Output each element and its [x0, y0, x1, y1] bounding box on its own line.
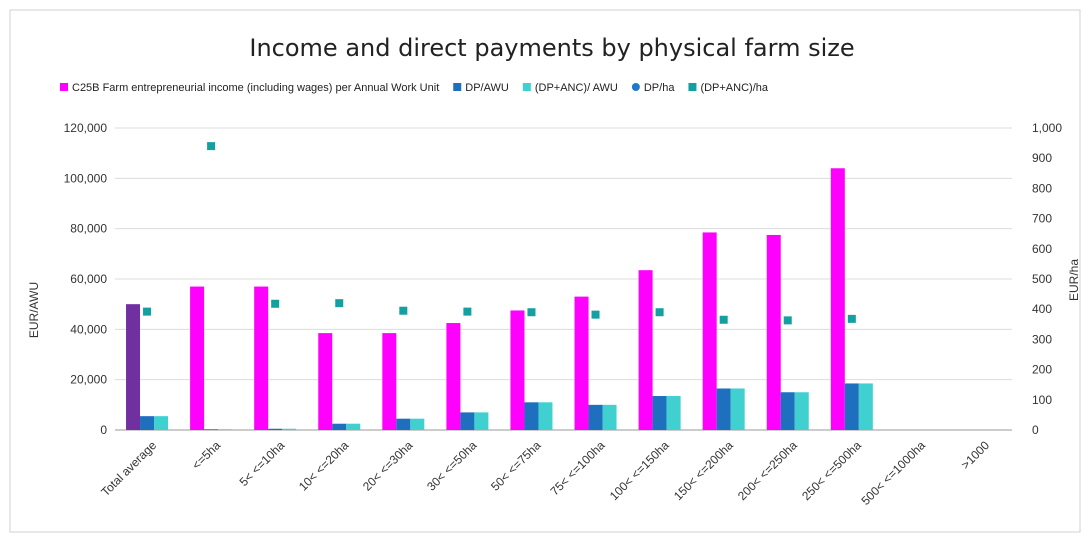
bar-s2-c0 — [154, 416, 169, 430]
y-tick-label: 60,000 — [70, 272, 107, 286]
y-tick-label: 0 — [100, 423, 107, 437]
bar-s2-c8 — [666, 396, 681, 430]
chart-border — [9, 9, 1081, 533]
y2-tick-label: 800 — [1032, 181, 1052, 195]
bars — [126, 168, 873, 430]
bar-s0-c2 — [254, 286, 269, 430]
y-tick-label: 100,000 — [64, 171, 108, 185]
y2-axis-ticks: 0 100 200 300 400 500 600 700 800 900 1,000 — [1032, 121, 1062, 437]
bar-s1-c10 — [780, 392, 795, 430]
bar-s0-c9 — [702, 232, 717, 430]
y-tick-label: 40,000 — [70, 322, 107, 336]
y2-tick-label: 900 — [1032, 151, 1052, 165]
bar-s2-c11 — [858, 383, 873, 430]
bar-s1-c6 — [524, 402, 539, 430]
y2-tick-label: 300 — [1032, 332, 1052, 346]
legend-marker-1 — [453, 83, 462, 91]
bar-s0-c8 — [638, 270, 653, 430]
marker-s4-c0 — [143, 307, 152, 316]
bar-s1-c5 — [460, 412, 475, 430]
legend-marker-3 — [631, 83, 640, 91]
y2-tick-label: 1,000 — [1032, 121, 1062, 135]
legend-label-2: (DP+ANC)/ AWU — [535, 82, 618, 94]
bar-s0-c1 — [190, 286, 205, 430]
legend-marker-4 — [688, 83, 697, 91]
bar-s2-c9 — [730, 388, 745, 430]
y2-tick-label: 400 — [1032, 302, 1052, 316]
chart-title: Income and direct payments by physical f… — [249, 34, 854, 62]
bar-s2-c3 — [346, 423, 361, 430]
bar-s1-c9 — [716, 388, 731, 430]
marker-s4-c1 — [207, 142, 216, 151]
y2-axis-label: EUR/ha — [1067, 259, 1081, 301]
bar-s0-c11 — [830, 168, 845, 430]
legend-label-1: DP/AWU — [465, 82, 509, 94]
marker-s4-c3 — [335, 299, 344, 308]
y-axis-label: EUR/AWU — [27, 282, 41, 338]
marker-s4-c4 — [399, 306, 408, 315]
marker-s4-c7 — [591, 310, 600, 319]
bar-s2-c1 — [218, 429, 233, 430]
bar-s1-c7 — [588, 404, 603, 430]
marker-s4-c9 — [719, 315, 728, 324]
y-tick-label: 80,000 — [70, 222, 107, 236]
bar-s2-c6 — [538, 402, 553, 430]
y2-tick-label: 700 — [1032, 212, 1052, 226]
y2-tick-label: 500 — [1032, 272, 1052, 286]
legend: C25B Farm entrepreneurial income (includ… — [60, 82, 769, 94]
y2-tick-label: 200 — [1032, 363, 1052, 377]
bar-s2-c10 — [794, 392, 809, 430]
bar-s1-c1 — [204, 429, 219, 430]
bar-s2-c7 — [602, 404, 617, 430]
bar-s1-c8 — [652, 396, 667, 430]
bar-s0-c0 — [126, 304, 141, 430]
markers — [143, 142, 856, 325]
marker-s4-c5 — [463, 307, 472, 316]
legend-label-0: C25B Farm entrepreneurial income (includ… — [72, 82, 439, 94]
bar-s1-c3 — [332, 423, 347, 430]
bar-s0-c3 — [318, 333, 333, 430]
legend-label-4: (DP+ANC)/ha — [700, 82, 768, 94]
y-tick-label: 20,000 — [70, 373, 107, 387]
legend-label-3: DP/ha — [644, 82, 675, 94]
bar-s0-c6 — [510, 310, 525, 430]
y2-tick-label: 100 — [1032, 393, 1052, 407]
y2-tick-label: 0 — [1032, 423, 1039, 437]
bar-s2-c5 — [474, 412, 489, 430]
marker-s4-c2 — [271, 299, 280, 308]
bar-s1-c4 — [396, 418, 411, 430]
bar-s0-c4 — [382, 333, 397, 430]
bar-s1-c11 — [844, 383, 859, 430]
bar-s0-c7 — [574, 296, 589, 430]
legend-marker-0 — [60, 83, 68, 91]
y-tick-label: 120,000 — [64, 121, 108, 135]
marker-s4-c8 — [655, 308, 664, 317]
bar-s2-c2 — [282, 428, 297, 430]
bar-s0-c10 — [766, 234, 781, 430]
marker-s4-c10 — [783, 316, 792, 325]
bar-s0-c5 — [446, 323, 461, 430]
y-axis-ticks: 0 20,000 40,000 60,000 80,000 100,000 120,000 — [64, 121, 108, 437]
legend-marker-2 — [522, 83, 531, 91]
bar-s1-c0 — [140, 416, 155, 430]
bar-s2-c4 — [410, 418, 425, 430]
bar-s1-c2 — [268, 428, 283, 430]
y2-tick-label: 600 — [1032, 242, 1052, 256]
marker-s4-c11 — [847, 314, 856, 323]
marker-s4-c6 — [527, 308, 536, 317]
